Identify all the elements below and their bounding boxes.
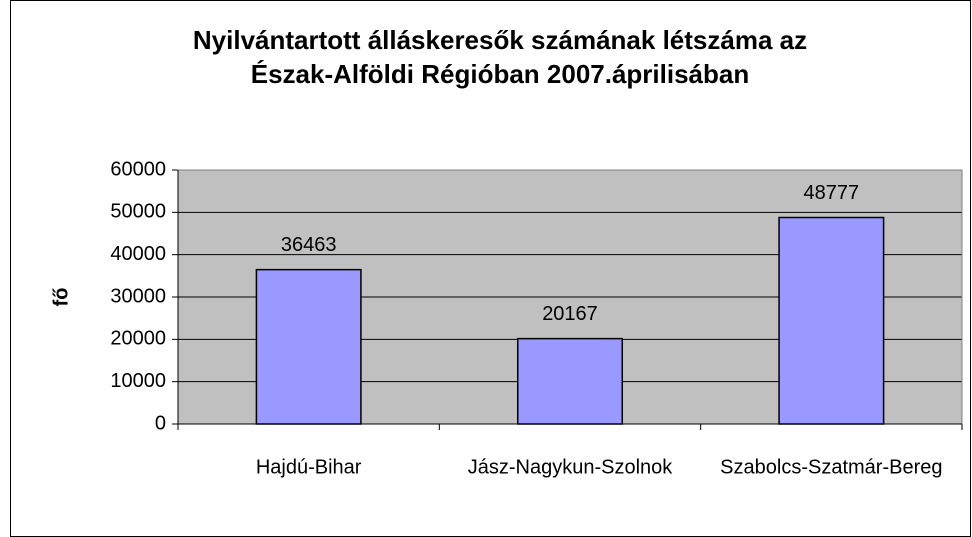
data-label: 36463 [281,234,337,256]
y-tick-label: 30000 [110,285,166,307]
y-tick-label: 10000 [110,370,166,392]
x-tick-label: Szabolcs-Szatmár-Bereg [720,456,942,478]
y-tick-label: 0 [155,412,166,434]
y-tick-label: 40000 [110,243,166,265]
data-label: 48777 [804,182,860,204]
bar [516,337,624,425]
chart-title: Nyilvántartott álláskeresők számának lét… [193,25,807,55]
y-tick-label: 60000 [110,158,166,180]
y-axis-label: fő [50,288,72,307]
x-tick-label: Hajdú-Bihar [256,456,362,478]
bar [778,216,885,425]
bar [255,268,362,425]
y-tick-label: 50000 [110,201,166,223]
data-label: 20167 [542,303,598,325]
chart-title: Észak-Alföldi Régióban 2007.áprilisában [251,59,749,89]
x-tick-label: Jász-Nagykun-Szolnok [468,456,674,478]
y-tick-label: 20000 [110,328,166,350]
